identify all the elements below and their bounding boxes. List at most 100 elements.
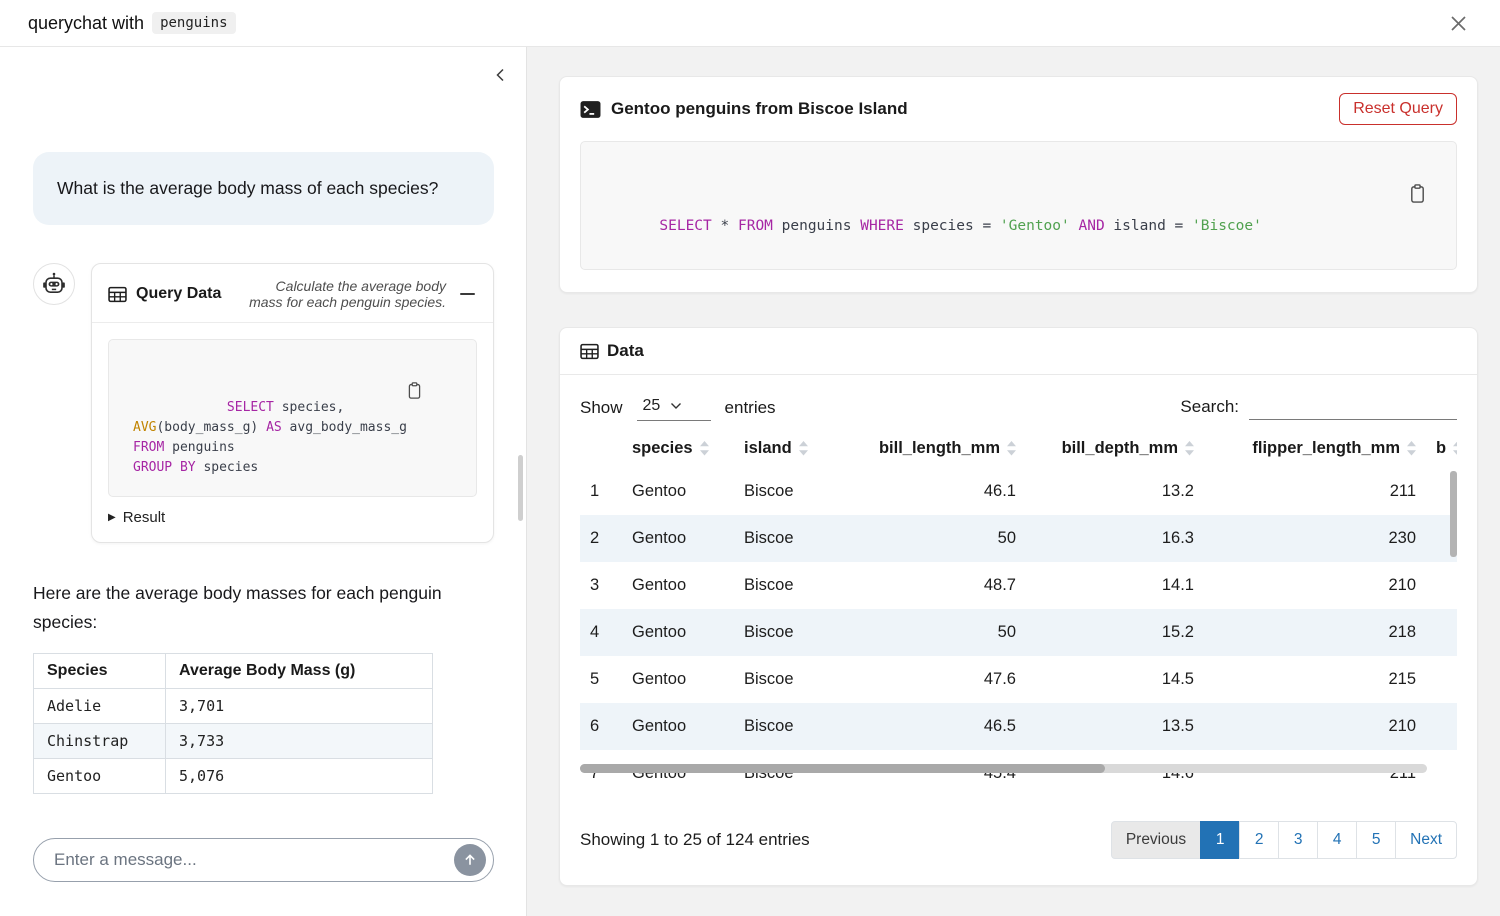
search-label: Search: — [1180, 396, 1239, 416]
sort-icon — [1185, 441, 1194, 456]
sql-token: FROM — [133, 440, 165, 455]
table-cell: 230 — [1388, 529, 1416, 547]
pagination-page-1[interactable]: 1 — [1200, 821, 1241, 859]
table-row: 3 Gentoo Biscoe 48.7 14.1 210 — [580, 562, 1457, 609]
table-cell: 5,076 — [165, 758, 433, 794]
row-number-header — [580, 431, 622, 468]
send-button[interactable] — [454, 844, 486, 876]
table-row: 5 Gentoo Biscoe 47.6 14.5 215 — [580, 656, 1457, 703]
send-icon — [462, 852, 478, 868]
terminal-icon — [580, 99, 601, 120]
horizontal-scrollbar-thumb[interactable] — [580, 764, 1106, 773]
table-cell: Gentoo — [632, 623, 687, 641]
tool-card-description: Calculate the average body mass for each… — [249, 278, 446, 310]
table-cell: Adelie — [33, 688, 166, 724]
table-cell: 210 — [1388, 576, 1416, 594]
pagination-page-2[interactable]: 2 — [1239, 821, 1280, 859]
table-row: Gentoo 5,076 — [33, 758, 433, 794]
table-cell: 16.3 — [1161, 529, 1194, 547]
sql-token: SELECT — [226, 400, 274, 415]
table-row: 6 Gentoo Biscoe 46.5 13.5 210 — [580, 703, 1457, 750]
robot-icon — [33, 263, 75, 305]
row-number-cell: 6 — [590, 717, 600, 735]
tool-card-title: Query Data — [136, 285, 222, 302]
sql-token: species, — [273, 400, 353, 415]
pagination: Previous 1 2 3 4 5 Next — [1110, 821, 1457, 859]
pagination-page-4[interactable]: 4 — [1317, 821, 1358, 859]
sort-icon — [1453, 441, 1457, 456]
caret-right-icon: ▶ — [108, 512, 116, 523]
column-header-label: bill_length_mm — [878, 439, 1000, 457]
table-cell: Biscoe — [744, 623, 794, 641]
table-cell: Gentoo — [632, 717, 687, 735]
entries-label: entries — [724, 398, 776, 417]
assistant-message: Here are the average body masses for eac… — [33, 583, 442, 632]
sql-token: 'Gentoo' — [999, 218, 1070, 234]
sql-code-block: SELECT * FROM penguins WHERE species = '… — [580, 141, 1457, 270]
pagination-previous-button[interactable]: Previous — [1110, 821, 1202, 859]
column-header-label: bill_depth_mm — [1061, 439, 1178, 457]
sort-icon — [699, 441, 709, 456]
column-header-label: flipper_length_mm — [1252, 439, 1400, 457]
clipboard-icon[interactable] — [403, 348, 468, 433]
table-cell: Chinstrap — [33, 723, 166, 759]
page-title: querychat with penguins — [28, 12, 236, 34]
table-cell: Gentoo — [632, 482, 687, 500]
table-cell: 46.5 — [983, 717, 1016, 735]
reset-query-button[interactable]: Reset Query — [1339, 93, 1457, 125]
table-cell: 48.7 — [983, 576, 1016, 594]
pagination-page-3[interactable]: 3 — [1278, 821, 1319, 859]
horizontal-scrollbar[interactable] — [580, 764, 1427, 773]
tool-call-card: Query Data Calculate the average body ma… — [91, 263, 494, 543]
page-length-select[interactable]: 25 — [636, 395, 711, 421]
sortable-column-header-flipper_length_mm[interactable]: flipper_length_mm — [1204, 431, 1426, 468]
close-icon[interactable] — [1445, 10, 1472, 37]
page-length-value: 25 — [642, 397, 661, 414]
pagination-page-5[interactable]: 5 — [1356, 821, 1397, 859]
data-card-title: Data — [607, 341, 644, 360]
table-row: 1 Gentoo Biscoe 46.1 13.2 211 — [580, 468, 1457, 515]
sortable-column-header-b[interactable]: b — [1426, 431, 1457, 468]
app-titlebar: querychat with penguins — [0, 0, 1500, 47]
sql-token: FROM — [737, 218, 773, 234]
sql-token: * — [711, 218, 738, 234]
table-cell: 13.2 — [1161, 482, 1194, 500]
table-cell: 210 — [1388, 717, 1416, 735]
table-cell: Gentoo — [632, 576, 687, 594]
sortable-column-header-bill_length_mm[interactable]: bill_length_mm — [842, 431, 1026, 468]
sql-token: WHERE — [860, 218, 904, 234]
table-row: Chinstrap 3,733 — [33, 723, 433, 759]
table-cell: Gentoo — [33, 758, 166, 794]
result-disclosure[interactable]: ▶ Result — [108, 509, 477, 526]
row-number-cell: 5 — [590, 670, 600, 688]
sortable-column-header-island[interactable]: island — [734, 431, 842, 468]
table-cell: Biscoe — [744, 717, 794, 735]
sql-token: species = — [903, 218, 1000, 234]
table-row: 2 Gentoo Biscoe 50 16.3 230 — [580, 515, 1457, 562]
sortable-column-header-species[interactable]: species — [622, 431, 734, 468]
sql-code-block: SELECT species, AVG(body_mass_g) AS avg_… — [108, 339, 477, 497]
minus-icon[interactable] — [458, 287, 477, 302]
table-icon — [580, 342, 599, 361]
column-header-label: island — [744, 439, 792, 457]
data-card: Data Show 25 entries Search: — [559, 327, 1478, 886]
clipboard-icon[interactable] — [1405, 150, 1448, 237]
table-cell: Biscoe — [744, 529, 794, 547]
sortable-column-header-bill_depth_mm[interactable]: bill_depth_mm — [1026, 431, 1204, 468]
row-number-cell: 1 — [590, 482, 600, 500]
sql-token: species — [195, 460, 259, 475]
table-cell: 46.1 — [983, 482, 1016, 500]
search-input[interactable] — [1249, 396, 1457, 420]
sort-icon — [1407, 441, 1416, 456]
table-cell: 218 — [1388, 623, 1416, 641]
pagination-next-button[interactable]: Next — [1395, 821, 1457, 859]
chat-scrollbar[interactable] — [518, 455, 523, 521]
show-label: Show — [580, 398, 623, 417]
table-row: 4 Gentoo Biscoe 50 15.2 218 — [580, 609, 1457, 656]
collapse-left-icon[interactable] — [489, 63, 512, 87]
table-cell: Biscoe — [744, 576, 794, 594]
message-input[interactable] — [54, 850, 454, 870]
sql-token: island = — [1104, 218, 1192, 234]
vertical-scrollbar[interactable] — [1450, 471, 1457, 557]
table-cell: 47.6 — [983, 670, 1016, 688]
